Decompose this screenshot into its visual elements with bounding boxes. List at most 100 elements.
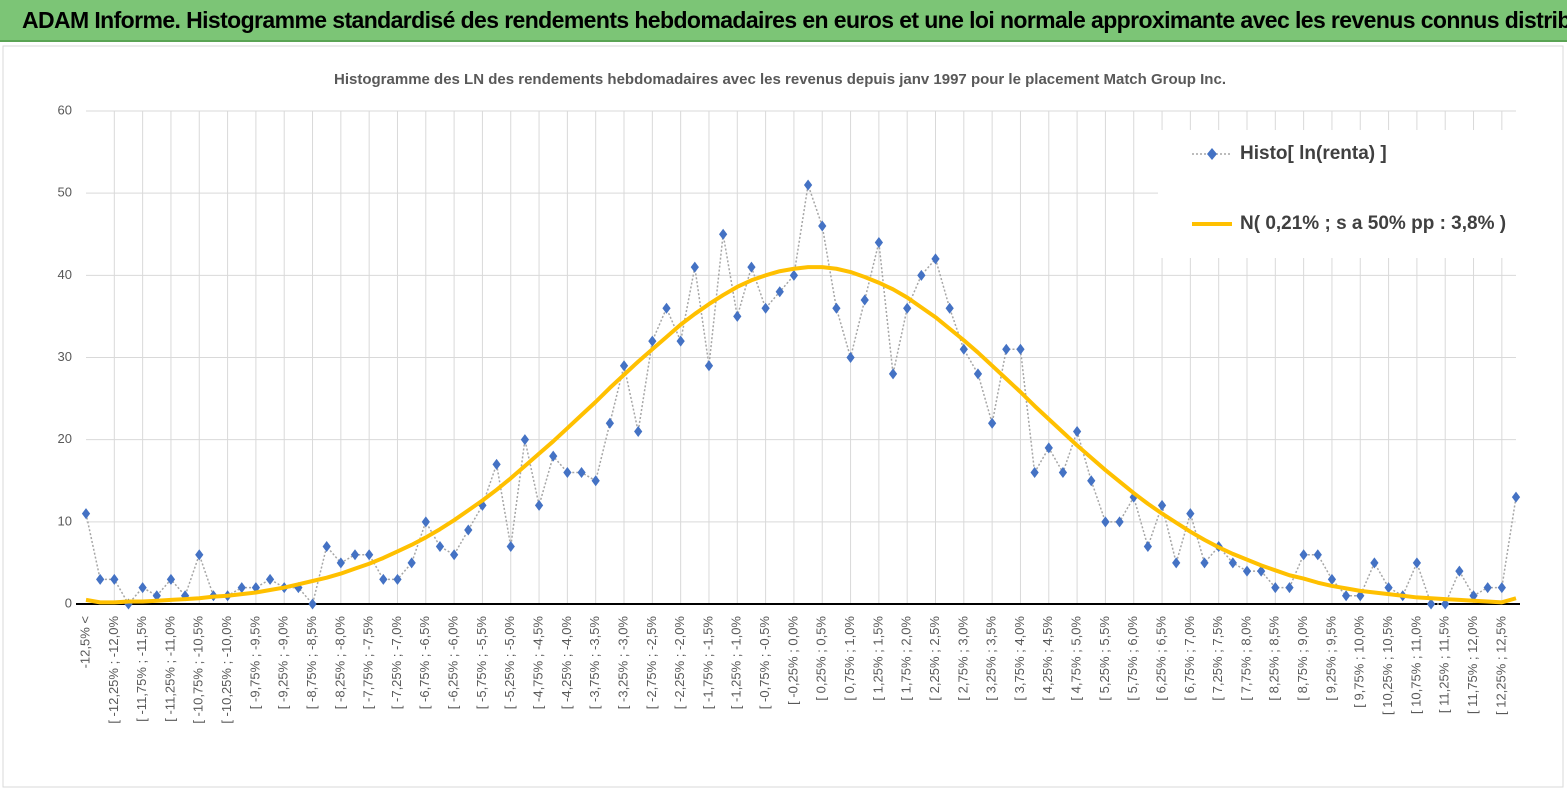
histo-marker [1313,549,1322,561]
page-title: ADAM Informe. Histogramme standardisé de… [22,7,1567,33]
x-tick-label: [ -6,75% ; -6,5% [417,616,432,710]
x-tick-label: [ -12,25% ; -12,0% [106,616,121,724]
histo-marker [704,360,714,372]
histo-marker [393,573,402,585]
histo-marker [407,557,416,569]
x-tick-label: [ 6,25% ; 6,5% [1153,616,1168,701]
histo-marker [903,302,912,314]
chart-title: Histogramme des LN des rendements hebdom… [334,71,1226,88]
histo-marker [1115,516,1124,528]
y-tick-label: 0 [65,595,72,610]
x-tick-label: -12,5% < [77,616,92,668]
x-tick-label: [ 9,75% ; 10,0% [1352,616,1367,708]
x-tick-label: [ -0,75% ; -0,5% [757,616,772,710]
histo-marker [775,286,784,298]
x-tick-label: [ 7,75% ; 8,0% [1238,616,1253,701]
histo-marker [931,253,940,265]
histo-marker [1285,582,1294,594]
x-tick-label: [ -3,25% ; -3,0% [615,616,630,710]
histo-marker [1426,598,1436,610]
x-tick-label: [ 1,75% ; 2,0% [899,616,914,701]
histo-marker [1299,549,1308,561]
histo-marker [945,302,954,314]
x-tick-label: [ -4,25% ; -4,0% [559,616,574,710]
histo-marker [464,524,473,536]
histo-marker [818,220,827,232]
histo-marker [1384,582,1393,594]
histo-marker [421,516,430,528]
histo-marker [152,590,161,602]
histo-marker [549,450,558,462]
x-tick-label: [ 2,75% ; 3,0% [955,616,970,701]
histo-marker [379,573,388,585]
histo-marker [988,417,997,429]
histo-marker [733,310,742,322]
y-tick-label: 30 [58,349,72,364]
histo-marker [251,582,261,594]
histo-marker [449,549,459,561]
histo-marker [577,467,586,479]
histo-marker [846,352,855,363]
histo-marker [959,343,968,355]
histo-marker [308,598,317,610]
x-tick-label: [ 3,75% ; 4,0% [1012,616,1027,701]
x-tick-label: [ 1,25% ; 1,5% [870,616,885,701]
y-tick-label: 40 [58,267,72,282]
x-tick-label: [ -3,75% ; -3,5% [587,616,602,710]
histo-marker [534,499,544,511]
histo-marker [1327,573,1337,585]
histo-marker [166,573,176,585]
histo-marker [888,368,898,380]
x-tick-label: [ 5,75% ; 6,0% [1125,616,1140,701]
histo-marker [1172,557,1181,569]
x-tick-label: [ 10,25% ; 10,5% [1380,616,1395,715]
histo-marker [1058,467,1068,479]
histo-marker [350,549,360,561]
histo-marker [365,549,374,561]
chart: Histogramme des LN des rendements hebdom… [2,45,1564,788]
x-tick-label: [ -8,75% ; -8,5% [304,616,319,710]
histo-marker [1341,590,1351,602]
x-tick-label: [ -10,25% ; -10,0% [219,616,234,724]
histo-marker [1455,565,1464,577]
histo-marker [1497,582,1506,594]
x-tick-label: [ 8,25% ; 8,5% [1267,616,1282,701]
histo-marker [110,573,119,585]
histo-marker [648,335,657,347]
x-tick-label: [ -9,75% ; -9,5% [247,616,262,710]
histo-marker [1157,499,1167,511]
histo-marker [492,458,501,470]
legend-marker [1207,148,1217,160]
histo-marker [1101,516,1110,528]
histo-marker [1002,343,1011,355]
x-tick-label: [ 2,25% ; 2,5% [927,616,942,701]
x-tick-label: [ -6,25% ; -6,0% [446,616,461,710]
histo-marker [265,573,275,585]
x-tick-label: [ 0,25% ; 0,5% [814,616,829,701]
x-tick-label: [ 6,75% ; 7,0% [1182,616,1197,701]
x-tick-label: [ -7,25% ; -7,0% [389,616,404,710]
histo-marker [662,302,671,314]
histo-marker [1087,475,1096,487]
histo-marker [1370,557,1379,569]
histo-marker [336,557,345,569]
x-tick-label: [ 4,75% ; 5,0% [1069,616,1084,701]
x-tick-label: [ -11,25% ; -11,0% [162,616,177,722]
x-tick-label: [ -10,75% ; -10,5% [191,616,206,724]
x-tick-label: [ 8,75% ; 9,0% [1295,616,1310,701]
histo-marker [1186,508,1195,520]
histo-marker [973,368,983,380]
histo-marker [747,261,756,273]
x-tick-label: [ -1,75% ; -1,5% [700,616,715,710]
histo-marker [237,582,246,594]
x-tick-label: [ 11,25% ; 11,5% [1437,616,1452,714]
y-tick-label: 10 [58,513,72,528]
x-tick-label: [ -8,25% ; -8,0% [332,616,347,710]
histo-marker [832,302,841,314]
histo-marker [1044,442,1053,454]
x-tick-label: [ -2,25% ; -2,0% [672,616,687,710]
histo-marker [1228,557,1237,569]
histo-marker [1412,557,1422,569]
histo-marker [634,425,643,437]
